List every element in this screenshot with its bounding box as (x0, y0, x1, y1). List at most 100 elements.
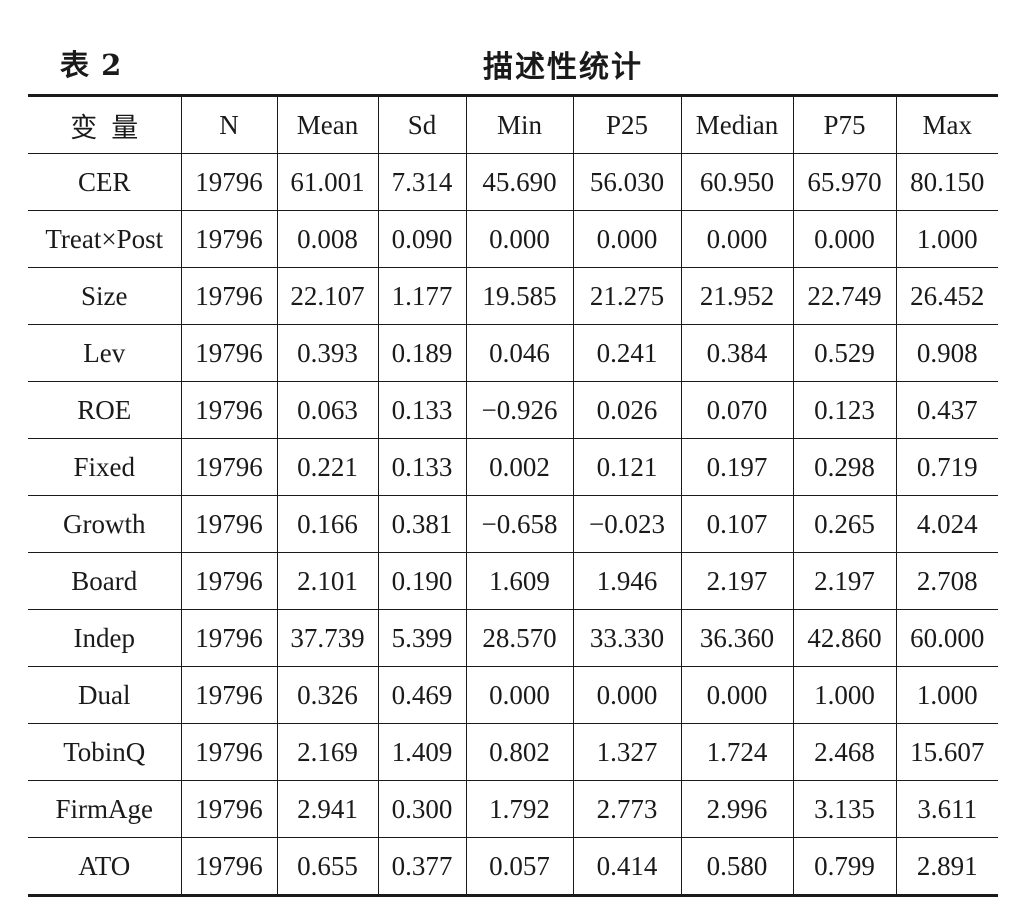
value-cell: 0.580 (681, 837, 794, 897)
value-cell: 60.000 (896, 609, 998, 667)
table-row: ROE 19796 0.063 0.133 −0.926 0.026 0.070 0.123 0… (28, 381, 998, 439)
table-row: Treat×Post 19796 0.008 0.090 0.000 0.000 0.000… (28, 210, 998, 268)
value-cell: 21.952 (681, 267, 794, 325)
variable-name-cell: FirmAge (28, 780, 182, 838)
table-number: 表 2 (60, 48, 123, 82)
value-cell: 2.941 (277, 780, 379, 838)
variable-name-cell: Growth (28, 495, 182, 553)
value-cell: 0.802 (466, 723, 574, 781)
value-cell: 0.000 (466, 210, 574, 268)
value-cell: 2.101 (277, 552, 379, 610)
value-cell: 0.719 (896, 438, 998, 496)
value-cell: 0.655 (277, 837, 379, 897)
value-cell: 0.799 (793, 837, 897, 897)
variable-name-cell: Lev (28, 324, 182, 382)
value-cell: 15.607 (896, 723, 998, 781)
value-cell: 0.469 (378, 666, 467, 724)
table-row: Growth 19796 0.166 0.381 −0.658 −0.023 0.107 0.… (28, 495, 998, 553)
table-row: CER 19796 61.001 7.314 45.690 56.030 60.950 65.… (28, 153, 998, 211)
value-cell: 21.275 (573, 267, 682, 325)
value-cell: 0.381 (378, 495, 467, 553)
value-cell: 0.000 (466, 666, 574, 724)
value-cell: 7.314 (378, 153, 467, 211)
value-cell: 22.749 (793, 267, 897, 325)
value-cell: 3.135 (793, 780, 897, 838)
value-cell: 33.330 (573, 609, 682, 667)
table-caption: 表 2 描述性统计 (28, 38, 998, 88)
value-cell: 1.327 (573, 723, 682, 781)
value-cell: 0.026 (573, 381, 682, 439)
value-cell: 0.384 (681, 324, 794, 382)
column-header: Median (681, 94, 794, 154)
value-cell: 2.708 (896, 552, 998, 610)
value-cell: 0.000 (573, 210, 682, 268)
value-cell: 0.133 (378, 438, 467, 496)
value-cell: 60.950 (681, 153, 794, 211)
value-cell: 19.585 (466, 267, 574, 325)
value-cell: 0.393 (277, 324, 379, 382)
value-cell: 0.000 (793, 210, 897, 268)
value-cell: 0.090 (378, 210, 467, 268)
value-cell: 0.000 (573, 666, 682, 724)
value-cell: 1.609 (466, 552, 574, 610)
column-header: Max (896, 94, 998, 154)
value-cell: 1.000 (896, 666, 998, 724)
value-cell: 36.360 (681, 609, 794, 667)
value-cell: 2.996 (681, 780, 794, 838)
value-cell: 4.024 (896, 495, 998, 553)
value-cell: 0.002 (466, 438, 574, 496)
variable-name-cell: Dual (28, 666, 182, 724)
value-cell: 19796 (181, 495, 278, 553)
value-cell: 0.241 (573, 324, 682, 382)
table-row: Lev 19796 0.393 0.189 0.046 0.241 0.384 0.529 0.… (28, 324, 998, 382)
value-cell: 1.177 (378, 267, 467, 325)
value-cell: 0.529 (793, 324, 897, 382)
value-cell: 19796 (181, 780, 278, 838)
column-header: N (181, 94, 278, 154)
value-cell: 19796 (181, 723, 278, 781)
value-cell: 0.197 (681, 438, 794, 496)
value-cell: 2.197 (793, 552, 897, 610)
value-cell: 0.000 (681, 210, 794, 268)
value-cell: 0.300 (378, 780, 467, 838)
value-cell: 0.166 (277, 495, 379, 553)
variable-name-cell: Fixed (28, 438, 182, 496)
value-cell: 1.724 (681, 723, 794, 781)
value-cell: 19796 (181, 210, 278, 268)
value-cell: 19796 (181, 552, 278, 610)
value-cell: 2.468 (793, 723, 897, 781)
value-cell: 0.189 (378, 324, 467, 382)
value-cell: 0.063 (277, 381, 379, 439)
value-cell: 61.001 (277, 153, 379, 211)
value-cell: 2.197 (681, 552, 794, 610)
value-cell: 0.070 (681, 381, 794, 439)
value-cell: 0.437 (896, 381, 998, 439)
value-cell: 0.221 (277, 438, 379, 496)
value-cell: 2.773 (573, 780, 682, 838)
descriptive-statistics-table: 变量 N Mean Sd Min P25 Median P75 Max CER 1… (28, 94, 998, 897)
value-cell: 19796 (181, 324, 278, 382)
column-header: Min (466, 94, 574, 154)
value-cell: 19796 (181, 438, 278, 496)
value-cell: 37.739 (277, 609, 379, 667)
variable-name-cell: Board (28, 552, 182, 610)
table-row: Dual 19796 0.326 0.469 0.000 0.000 0.000 1.000 1… (28, 666, 998, 724)
value-cell: −0.926 (466, 381, 574, 439)
variable-name-cell: ATO (28, 837, 182, 897)
value-cell: 19796 (181, 267, 278, 325)
value-cell: 65.970 (793, 153, 897, 211)
variable-name-cell: ROE (28, 381, 182, 439)
value-cell: 0.057 (466, 837, 574, 897)
column-header: P75 (793, 94, 897, 154)
value-cell: 0.298 (793, 438, 897, 496)
column-header: P25 (573, 94, 682, 154)
value-cell: 1.792 (466, 780, 574, 838)
table-row: Board 19796 2.101 0.190 1.609 1.946 2.197 2.197… (28, 552, 998, 610)
table-row: Size 19796 22.107 1.177 19.585 21.275 21.952 22… (28, 267, 998, 325)
value-cell: 1.946 (573, 552, 682, 610)
value-cell: −0.023 (573, 495, 682, 553)
value-cell: 0.107 (681, 495, 794, 553)
value-cell: 0.000 (681, 666, 794, 724)
value-cell: 0.008 (277, 210, 379, 268)
value-cell: 56.030 (573, 153, 682, 211)
